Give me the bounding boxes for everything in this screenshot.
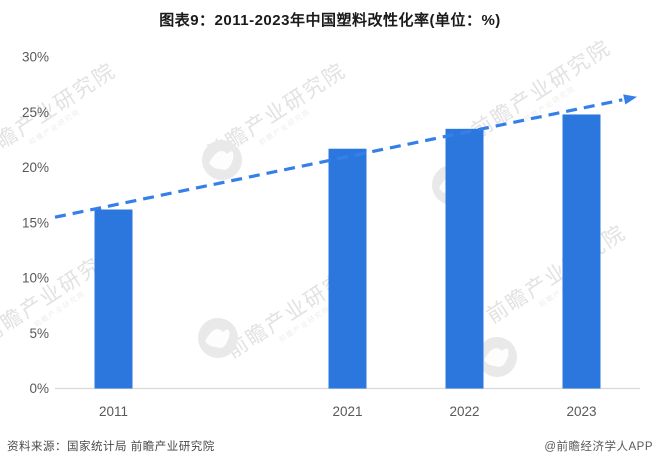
y-axis-tick-label: 0% (29, 381, 49, 396)
bar (562, 114, 601, 389)
bar (328, 148, 367, 389)
watermark-logo-bird (209, 151, 234, 170)
y-axis-tick-label: 30% (22, 50, 49, 65)
y-axis-tick-label: 10% (22, 271, 49, 286)
x-axis-category-label: 2022 (449, 404, 479, 419)
bar (445, 128, 484, 389)
source-note: 资料来源：国家统计局 前瞻产业研究院 (7, 441, 215, 453)
x-axis-category-label: 2021 (332, 404, 362, 419)
x-axis-category-label: 2023 (566, 404, 596, 419)
watermark-text: 前瞻产业研究院 (0, 59, 120, 166)
watermark-text: 前瞻产业研究院 (483, 221, 631, 328)
bar (94, 209, 133, 389)
y-axis-tick-label: 5% (29, 326, 49, 341)
x-axis-category-label: 2011 (99, 404, 128, 419)
y-axis-tick-label: 15% (22, 215, 49, 230)
trend-arrowhead-icon (623, 94, 637, 105)
chart-title: 图表9：2011-2023年中国塑料改性化率(单位：%) (159, 12, 501, 29)
y-axis-tick-label: 20% (22, 160, 49, 175)
trend-line (54, 98, 623, 219)
watermark-logo-bird (205, 329, 230, 348)
credit-note: @前瞻经济学人APP (544, 441, 653, 453)
chart-footer: 资料来源：国家统计局 前瞻产业研究院 @前瞻经济学人APP (0, 438, 660, 454)
watermark-logo-bird (484, 348, 509, 367)
y-axis-tick-label: 25% (22, 105, 49, 120)
